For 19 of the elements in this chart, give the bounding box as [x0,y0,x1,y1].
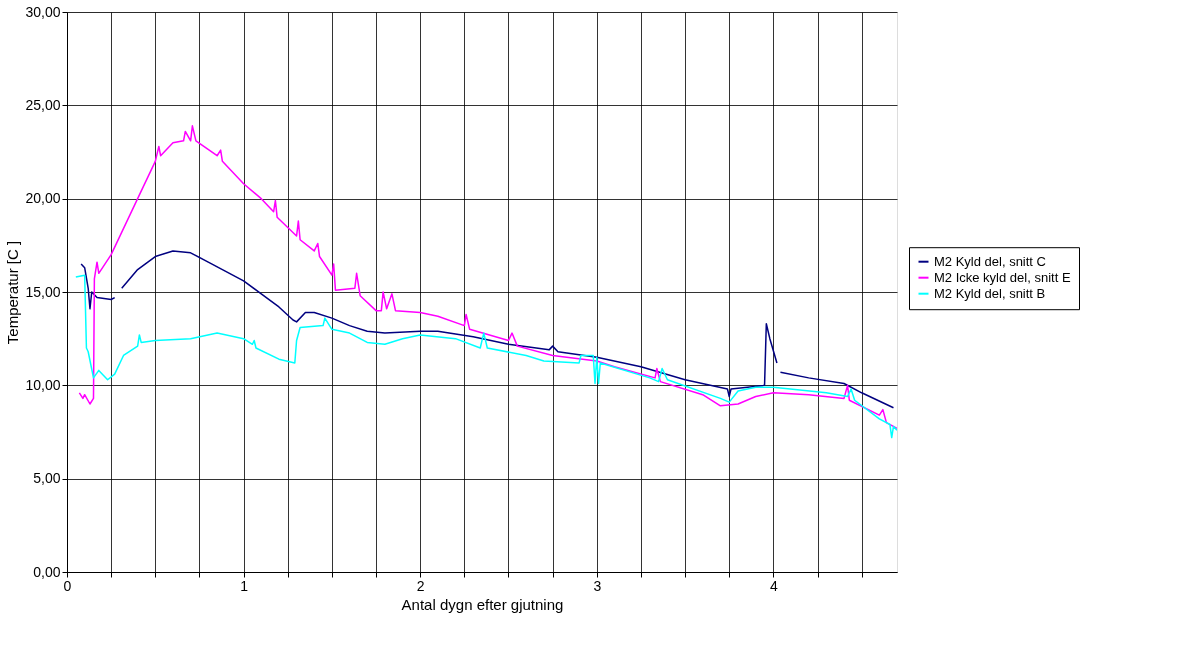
y-tick-label: 0,00 [33,563,61,580]
y-tick-label: 30,00 [25,3,61,20]
y-tick-label: 15,00 [25,283,61,300]
line-series [75,274,897,439]
y-tick-label: 25,00 [25,96,61,113]
x-tick-label: 0 [63,577,72,594]
y-tick-label: 20,00 [25,190,61,207]
y-tick-label: 10,00 [25,376,61,393]
y-tick-label: 5,00 [33,470,61,487]
x-tick-label: 1 [240,577,249,594]
line-series [78,125,897,430]
legend-label: M2 Icke kyld del, snitt E [934,269,1071,285]
legend-label: M2 Kyld del, snitt B [934,285,1046,301]
x-tick-label: 2 [416,577,425,594]
legend-label: M2 Kyld del, snitt C [934,253,1046,269]
y-axis-title: Temperatur [C ] [4,240,22,345]
x-tick-label: 3 [593,577,602,594]
x-axis-title: Antal dygn efter gjutning [401,595,564,613]
x-tick-label: 4 [769,577,778,594]
